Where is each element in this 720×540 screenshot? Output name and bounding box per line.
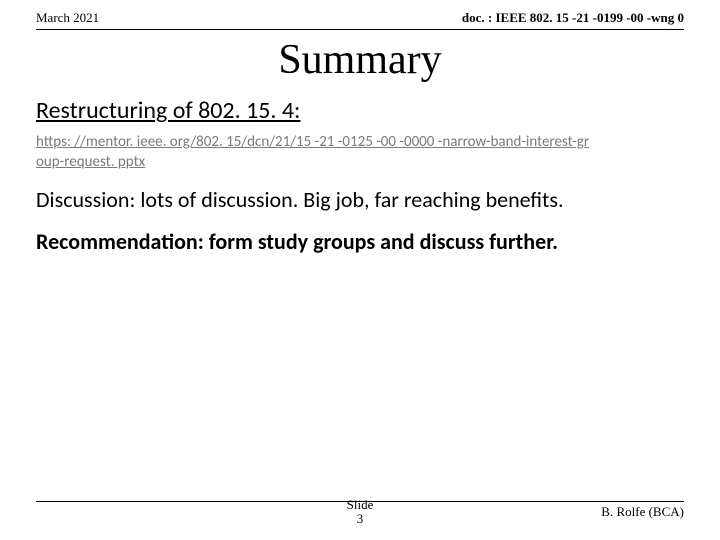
footer-slide-label: Slide <box>347 498 374 512</box>
discussion-text: Discussion: lots of discussion. Big job,… <box>36 186 684 214</box>
footer-row: Slide 3 B. Rolfe (BCA) <box>36 504 684 532</box>
header-date: March 2021 <box>36 10 99 26</box>
reference-link[interactable]: https: //mentor. ieee. org/802. 15/dcn/2… <box>36 133 596 172</box>
page-title: Summary <box>36 36 684 84</box>
recommendation-text: Recommendation: form study groups and di… <box>36 228 684 256</box>
subheading: Restructuring of 802. 15. 4: <box>36 96 684 125</box>
slide-page: March 2021 doc. : IEEE 802. 15 -21 -0199… <box>0 0 720 540</box>
footer-author: B. Rolfe (BCA) <box>601 504 684 520</box>
header: March 2021 doc. : IEEE 802. 15 -21 -0199… <box>36 10 684 30</box>
footer-slide-number: Slide 3 <box>347 498 374 527</box>
footer-slide-num: 3 <box>347 512 374 526</box>
header-doc-id: doc. : IEEE 802. 15 -21 -0199 -00 -wng 0 <box>462 10 684 26</box>
footer: Slide 3 B. Rolfe (BCA) <box>36 501 684 532</box>
